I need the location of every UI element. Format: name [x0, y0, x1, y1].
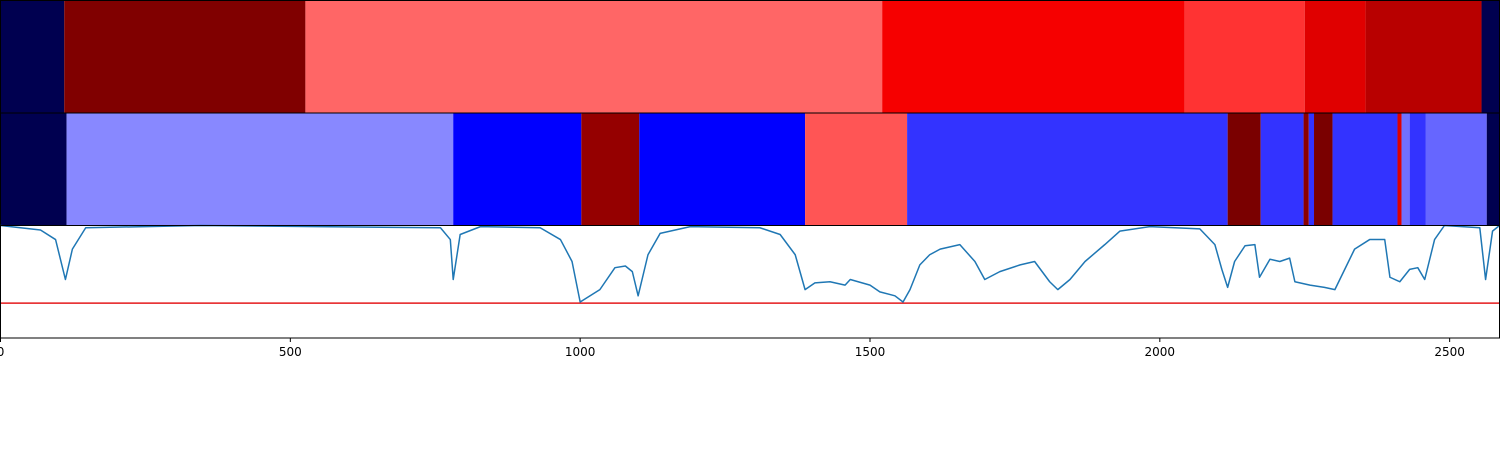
segment	[453, 113, 582, 226]
segment	[1303, 113, 1309, 226]
segment	[0, 113, 67, 226]
x-tick-label: 0	[0, 345, 4, 359]
segment	[305, 0, 883, 113]
segment	[581, 113, 640, 226]
segment	[1365, 0, 1482, 113]
segment	[805, 113, 908, 226]
segment	[639, 113, 806, 226]
data-line	[0, 224, 1500, 303]
segment	[1332, 113, 1398, 226]
segment	[66, 113, 454, 226]
segment	[1304, 0, 1366, 113]
x-tick-label: 2000	[1145, 345, 1176, 359]
segment	[907, 113, 1228, 226]
segment	[1397, 113, 1402, 226]
x-tick-label: 1500	[855, 345, 886, 359]
segment	[1409, 113, 1426, 226]
x-tick-label: 2500	[1434, 345, 1465, 359]
x-tick-label: 1000	[565, 345, 596, 359]
segment	[64, 0, 306, 113]
segment	[1314, 113, 1333, 226]
segment	[1184, 0, 1305, 113]
segment	[0, 0, 65, 113]
segment	[882, 0, 1185, 113]
x-tick-label: 500	[279, 345, 302, 359]
segment	[1425, 113, 1487, 226]
segment	[1260, 113, 1304, 226]
panel-frame	[0, 225, 1500, 339]
segment	[1481, 0, 1500, 113]
segment	[1227, 113, 1261, 226]
segment	[1401, 113, 1410, 226]
segment	[1308, 113, 1315, 226]
segment	[1486, 113, 1500, 226]
